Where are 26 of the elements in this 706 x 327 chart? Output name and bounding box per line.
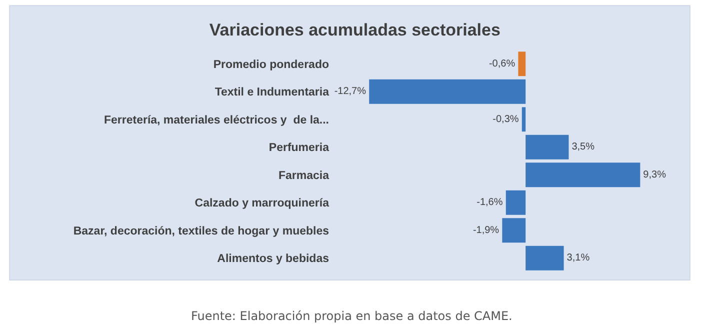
y-tick-label: Alimentos y bebidas [217, 253, 329, 266]
chart-title: Variaciones acumuladas sectoriales [209, 20, 500, 40]
bar [526, 162, 640, 188]
bar [369, 79, 526, 104]
bar [526, 246, 564, 270]
y-tick-label: Ferretería, materiales eléctricos y de la... [104, 114, 329, 126]
data-label: -12,7% [334, 86, 366, 98]
y-tick-label: Calzado y marroquinería [194, 198, 330, 210]
bar [506, 190, 526, 215]
source-note: Fuente: Elaboración propia en base a datos de CAME. [191, 309, 512, 323]
data-label: 3,1% [566, 252, 590, 264]
data-label: 9,3% [643, 169, 666, 180]
y-tick-label: Perfumeria [268, 142, 330, 154]
data-label: -1,9% [472, 224, 500, 236]
y-tick-label: Promedio ponderado [213, 58, 329, 71]
bar [502, 218, 526, 243]
data-label: -0,6% [488, 58, 516, 70]
bar [518, 52, 526, 76]
y-tick-label: Textil e Indumentaria [214, 86, 330, 99]
data-label: 3,5% [572, 142, 595, 153]
data-label: -1,6% [476, 197, 503, 208]
bar [526, 134, 569, 160]
y-tick-label: Farmacia [278, 170, 330, 182]
bar [522, 107, 526, 132]
y-tick-label: Bazar, decoración, textiles de hogar y muebles [73, 225, 329, 238]
data-label: -0,3% [492, 114, 519, 125]
